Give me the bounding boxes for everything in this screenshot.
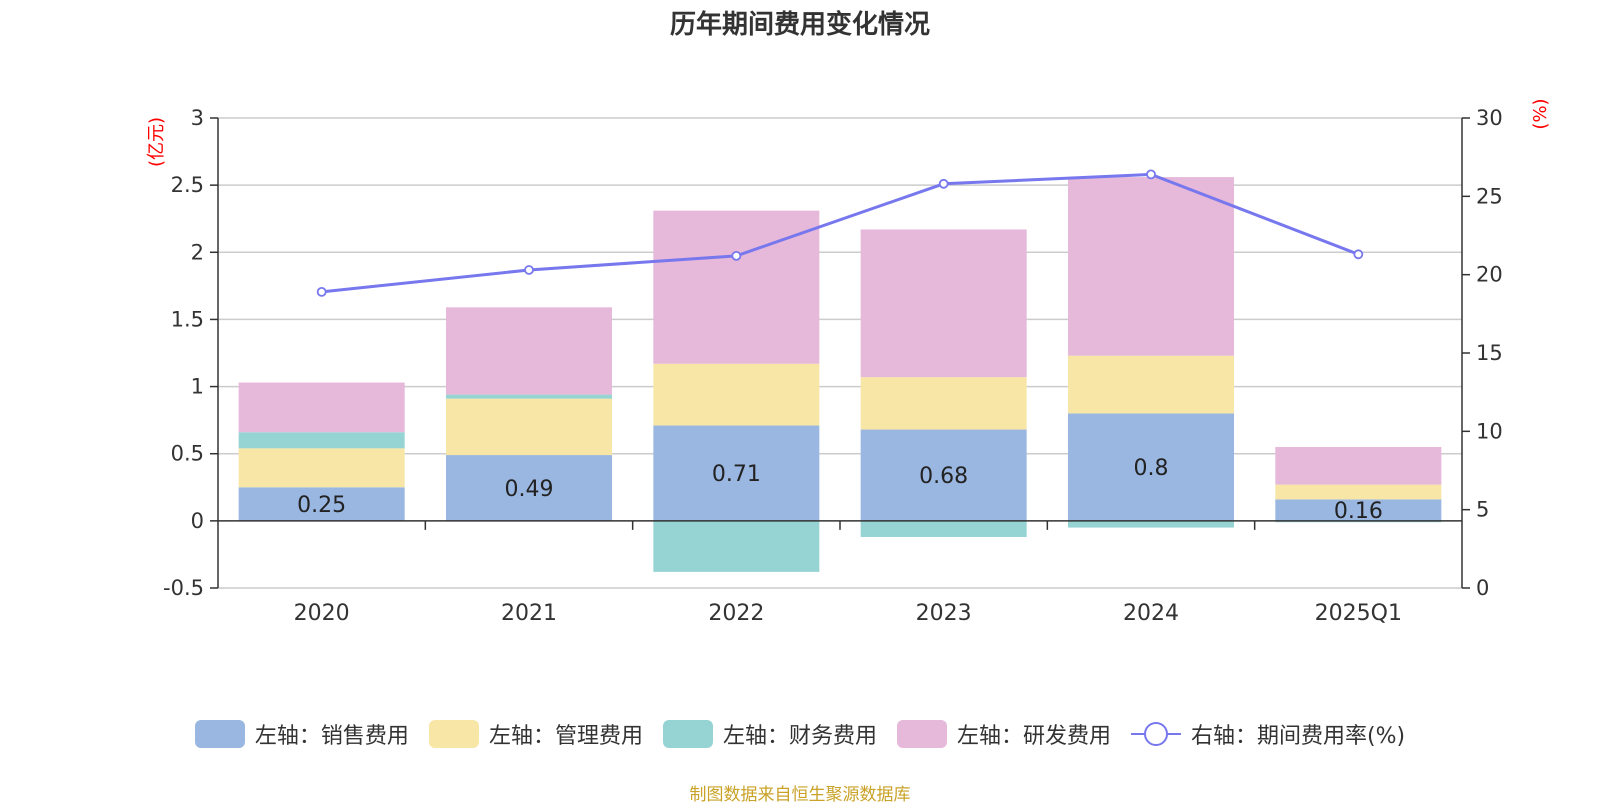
rate-point: [524, 265, 534, 275]
bar-segment-3-2024: [1068, 520, 1234, 528]
right-tick-label: 25: [1476, 184, 1503, 208]
right-tick-label: 10: [1476, 419, 1503, 443]
legend-swatch-rnd: [896, 720, 947, 748]
legend-item-rnd[interactable]: 左轴：研发费用: [896, 718, 1111, 750]
rate-line: [321, 172, 1359, 294]
bar-segment-4-2025Q1: [1275, 447, 1442, 485]
left-tick-label: 1: [191, 375, 204, 399]
legend-swatch-admin: [428, 720, 479, 748]
bar-segment-1-2023: [860, 429, 1027, 521]
bar-segment-2-2022: [653, 363, 820, 426]
data-label: 0.16: [1334, 499, 1383, 524]
legend-swatch-finance: [662, 720, 713, 748]
bar-segment-4-2022: [653, 210, 820, 364]
left-tick-label: 0: [191, 509, 204, 533]
rate-point: [731, 250, 742, 261]
x-tick-label: 2020: [294, 601, 350, 626]
legend-label-rnd: 左轴：研发费用: [956, 724, 1111, 749]
data-label: 0.8: [1134, 456, 1169, 481]
bar-segment-3-2021: [446, 394, 612, 399]
legend-item-admin[interactable]: 左轴：管理费用: [428, 718, 643, 750]
left-tick-label: 2: [191, 240, 204, 264]
legend-item-sales[interactable]: 左轴：销售费用: [194, 718, 409, 750]
legend-swatch-rate: [1130, 722, 1181, 746]
data-label: 0.25: [297, 493, 346, 518]
rate-point: [316, 286, 327, 297]
bar-segment-2-2020: [238, 448, 405, 488]
bar-segment-1-2022: [653, 425, 820, 521]
right-tick-label: 0: [1476, 576, 1489, 600]
data-label: 0.71: [712, 462, 761, 487]
bar-segment-4-2020: [238, 382, 405, 433]
bar-segment-1-2025Q1: [1275, 499, 1442, 521]
bar-segment-1-2021: [446, 455, 612, 521]
left-tick-label: -0.5: [163, 576, 204, 600]
bar-segment-2-2021: [446, 398, 612, 456]
bar-segment-2-2025Q1: [1275, 484, 1442, 500]
rate-point: [938, 178, 949, 189]
legend-label-rate: 右轴：期间费用率(%): [1190, 724, 1406, 749]
bar-segment-4-2023: [860, 229, 1027, 378]
rate-point: [1146, 169, 1156, 180]
right-tick-label: 20: [1476, 263, 1503, 287]
x-tick-label: 2021: [501, 601, 557, 626]
chart-title: 历年期间费用变化情况: [669, 10, 930, 40]
data-label: 0.49: [505, 477, 554, 502]
right-tick-label: 5: [1476, 498, 1489, 522]
source-note: 制图数据来自恒生聚源数据库: [689, 785, 911, 805]
legend-item-rate[interactable]: 右轴：期间费用率(%): [1130, 718, 1406, 750]
left-tick-label: 0.5: [171, 442, 204, 466]
left-tick-label: 2.5: [171, 173, 204, 197]
x-tick-label: 2022: [708, 601, 764, 626]
left-tick-label: 3: [191, 106, 204, 130]
legend-swatch-sales: [194, 720, 245, 748]
bar-segment-3-2022: [653, 520, 820, 572]
bar-segment-3-2023: [860, 520, 1027, 537]
left-tick-label: 1.5: [171, 307, 204, 331]
data-label: 0.68: [919, 464, 968, 489]
right-axis-unit: (%): [1530, 98, 1551, 129]
x-tick-label: 2024: [1123, 601, 1179, 626]
legend-item-finance[interactable]: 左轴：财务费用: [662, 718, 877, 750]
x-tick-label: 2023: [916, 601, 972, 626]
right-tick-label: 30: [1476, 106, 1503, 130]
bar-segment-1-2020: [238, 487, 405, 521]
legend: 左轴：销售费用 左轴：管理费用 左轴：财务费用 左轴：研发费用 右轴：期间费用率…: [0, 718, 1600, 750]
bar-segment-3-2020: [238, 432, 405, 449]
rate-point: [1353, 249, 1364, 260]
bar-segment-4-2024: [1068, 177, 1234, 356]
legend-label-admin: 左轴：管理费用: [488, 724, 643, 749]
x-tick-label: 2025Q1: [1315, 601, 1402, 626]
right-tick-label: 15: [1476, 341, 1503, 365]
bar-segment-4-2021: [446, 307, 612, 395]
bar-segment-2-2024: [1068, 355, 1234, 414]
bar-segment-1-2024: [1068, 413, 1234, 521]
legend-label-finance: 左轴：财务费用: [722, 724, 877, 749]
bar-segment-2-2023: [860, 377, 1027, 430]
left-axis-unit: (亿元): [146, 117, 167, 167]
legend-label-sales: 左轴：销售费用: [254, 724, 409, 749]
